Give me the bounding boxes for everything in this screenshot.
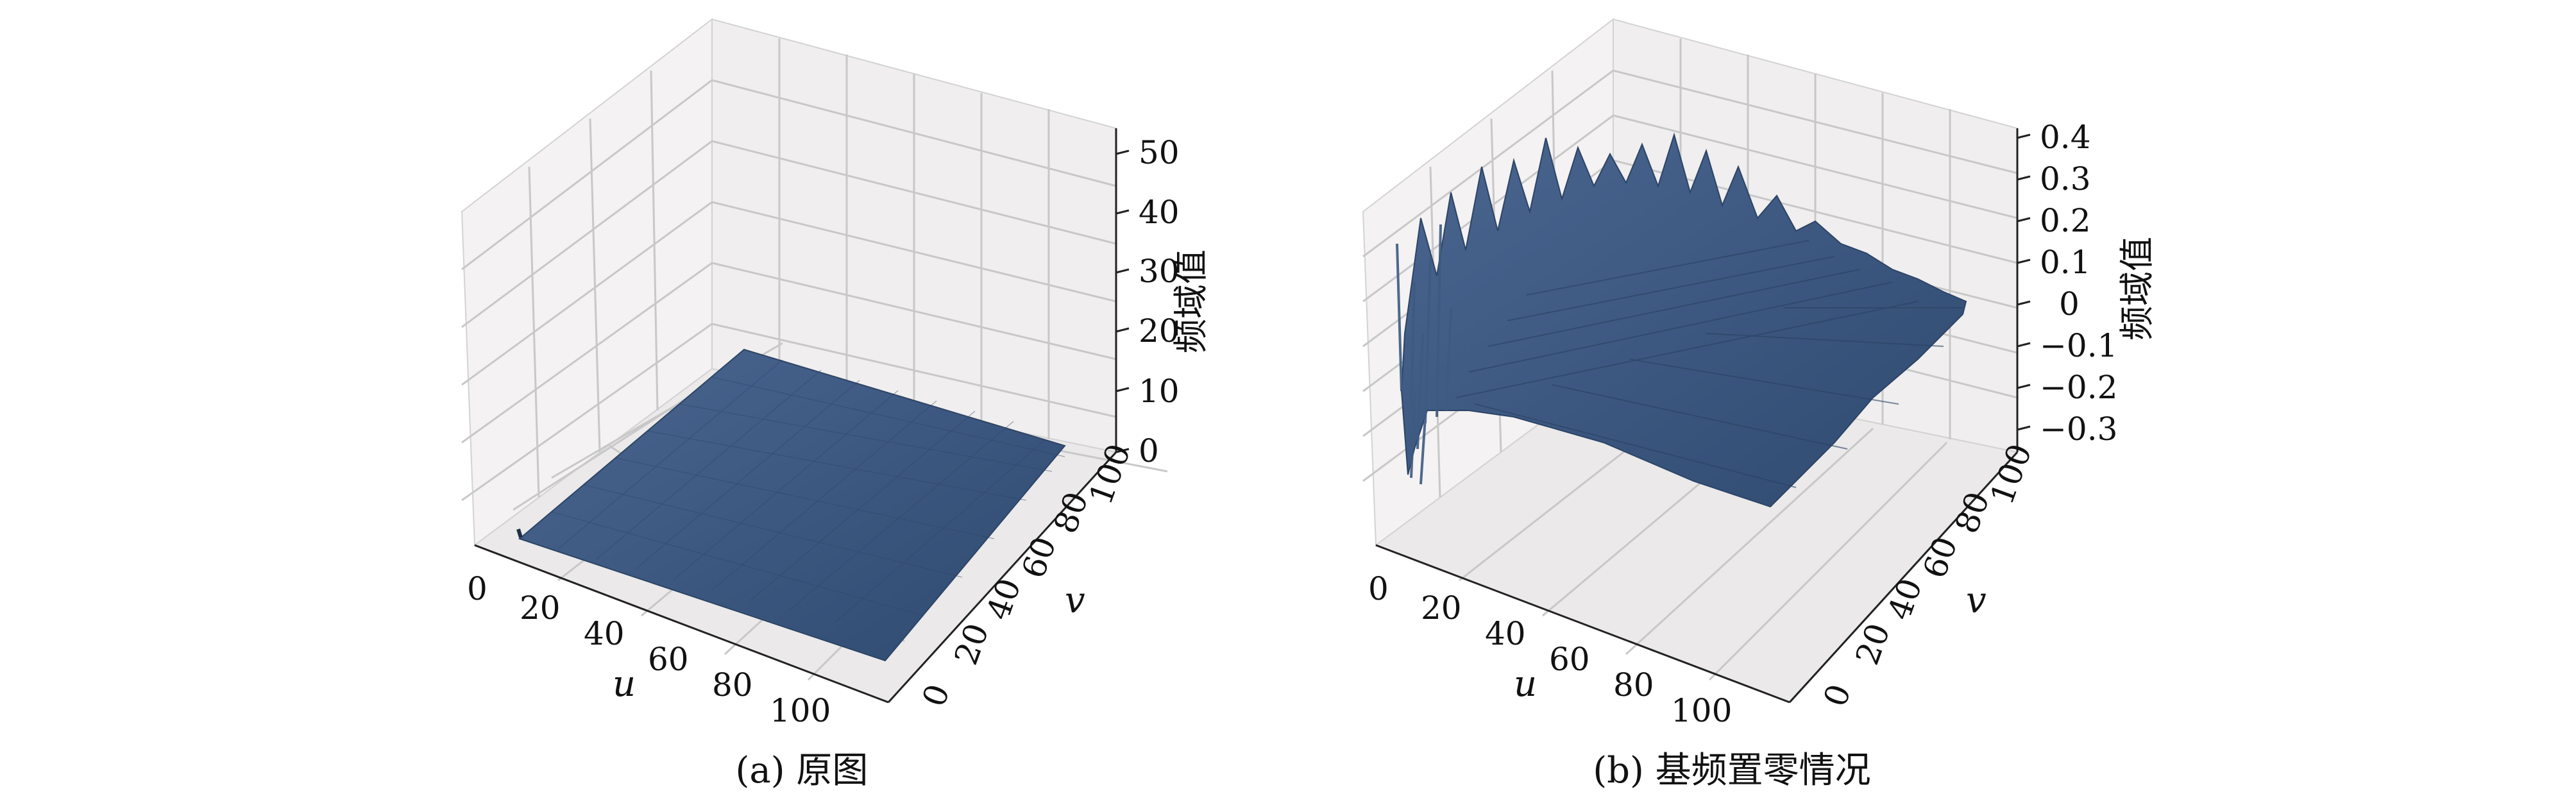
panel-b: −0.3 −0.2 −0.1 0 0.1 0.2 0.3 0.4 频域值 0 2… — [1362, 17, 2157, 791]
x-tick-label: 100 — [770, 692, 831, 729]
x-tick-label: 20 — [1421, 589, 1462, 627]
z-ticks-b — [2017, 133, 2031, 431]
x-tick-label: 60 — [648, 641, 689, 678]
x-tick-label: 100 — [1671, 692, 1732, 729]
z-tick-label: 30 — [1139, 253, 1180, 290]
x-tick-label: 20 — [520, 589, 561, 627]
x-axis-label: u — [1514, 663, 1537, 705]
z-tick-label: 0.1 — [2040, 244, 2091, 281]
y-axis-b — [1788, 451, 2019, 704]
caption-a: (a) 原图 — [736, 750, 869, 791]
y-axis-a — [887, 451, 1117, 704]
y-axis-label: v — [1966, 580, 1987, 621]
y-tick-label: 0 — [1817, 679, 1858, 711]
z-tick-label: −0.3 — [2040, 410, 2117, 448]
x-axis-a — [474, 544, 889, 704]
z-tick-label: 20 — [1139, 312, 1180, 350]
panel-a: 0 10 20 30 40 50 频域值 0 20 40 60 80 100 u… — [461, 17, 1211, 791]
z-tick-label: 10 — [1139, 373, 1180, 410]
x-axis-label: u — [613, 663, 636, 705]
z-axis-label: 频域值 — [2117, 237, 2157, 341]
z-tick-label: 0.3 — [2040, 160, 2091, 198]
caption-b: (b) 基频置零情况 — [1593, 750, 1870, 791]
x-tick-label: 40 — [584, 615, 625, 652]
x-tick-label: 60 — [1549, 641, 1590, 678]
z-tick-label: 0 — [1139, 432, 1159, 469]
dc-spike-a — [516, 528, 523, 538]
y-axis-label: v — [1065, 580, 1085, 621]
z-tick-label: 0.4 — [2040, 119, 2091, 156]
x-tick-label: 40 — [1485, 615, 1526, 652]
z-tick-label: −0.2 — [2040, 369, 2117, 406]
z-ticks-a — [1115, 149, 1130, 453]
z-tick-label: 40 — [1139, 194, 1180, 231]
surface-b-spikes — [1396, 224, 1452, 485]
x-tick-label: 80 — [712, 666, 753, 704]
y-tick-label: 0 — [915, 679, 957, 711]
surface-a-mesh — [551, 359, 1065, 624]
z-tick-label: 0.2 — [2040, 202, 2091, 239]
x-tick-label: 80 — [1613, 666, 1654, 704]
z-axis-label: 频域值 — [1171, 249, 1211, 353]
z-tick-label: −0.1 — [2040, 327, 2117, 364]
surface-b-texture — [1455, 240, 1963, 488]
x-tick-label: 0 — [467, 570, 487, 607]
z-tick-label: 50 — [1139, 134, 1180, 171]
surface-a — [518, 348, 1066, 662]
x-tick-label: 0 — [1368, 570, 1389, 607]
x-axis-b — [1375, 544, 1790, 704]
surface-b — [1400, 132, 1967, 508]
z-tick-label: 0 — [2059, 285, 2080, 323]
